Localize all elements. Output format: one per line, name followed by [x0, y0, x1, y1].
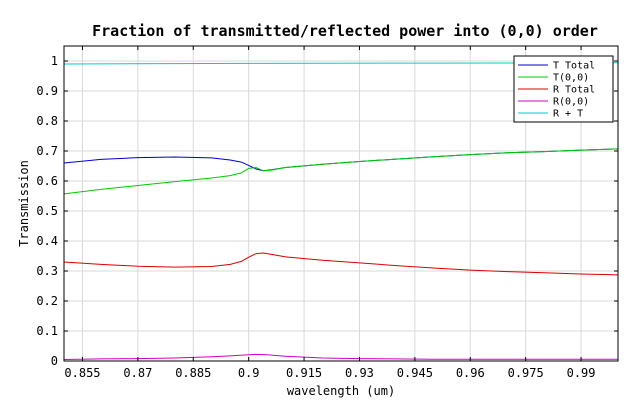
y-tick-label: 0.7: [36, 144, 58, 158]
y-tick-label: 0.3: [36, 264, 58, 278]
tick-layer: 0.855 0.87 0.885 0.9 0.915 0.93 0.945 0.96 0.975…: [36, 46, 618, 380]
y-tick-label: 0.4: [36, 234, 58, 248]
x-tick-label: 0.9: [238, 366, 260, 380]
x-tick-label: 0.96: [456, 366, 485, 380]
legend-label: R + T: [553, 109, 583, 120]
y-tick-label: 0.8: [36, 114, 58, 128]
series-line-r-total: [63, 252, 619, 276]
legend-label: R(0,0): [553, 97, 589, 108]
y-tick-label: 0.1: [36, 324, 58, 338]
x-tick-label: 0.93: [345, 366, 374, 380]
x-tick-label: 0.855: [64, 366, 100, 380]
x-tick-label: 0.885: [175, 366, 211, 380]
x-tick-label: 0.99: [567, 366, 596, 380]
y-tick-label: 0.6: [36, 174, 58, 188]
y-tick-label: 0.2: [36, 294, 58, 308]
x-tick-label: 0.945: [397, 366, 433, 380]
plot-frame: [63, 45, 619, 362]
legend-label: T Total: [553, 61, 595, 72]
x-axis-label: wavelength (um): [287, 384, 395, 398]
y-tick-label: 1: [51, 54, 58, 68]
x-tick-label: 0.975: [508, 366, 544, 380]
x-tick-label: 0.915: [286, 366, 322, 380]
y-tick-label: 0.9: [36, 84, 58, 98]
y-tick-label: 0.5: [36, 204, 58, 218]
y-axis-label: Transmission: [17, 160, 31, 247]
x-tick-label: 0.87: [123, 366, 152, 380]
chart-title: Fraction of transmitted/reflected power …: [92, 22, 598, 40]
series-line-r-0-0: [63, 353, 618, 360]
y-tick-label: 0: [51, 354, 58, 368]
legend-label: T(0,0): [553, 73, 589, 84]
series-line-t-0-0: [63, 148, 619, 195]
legend-label: R Total: [553, 85, 595, 96]
